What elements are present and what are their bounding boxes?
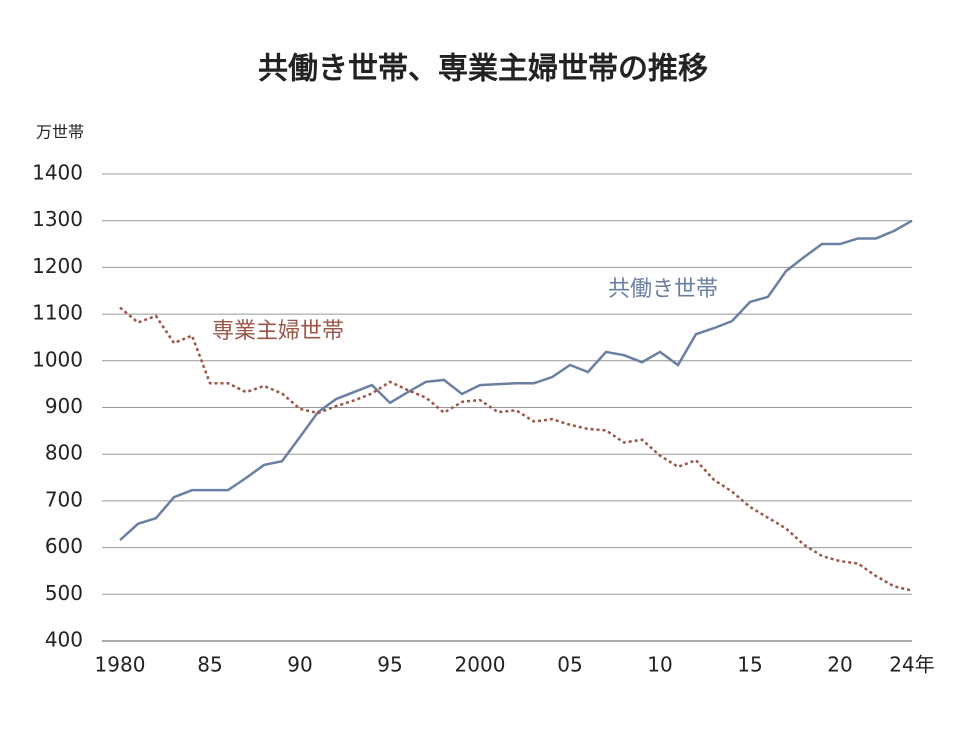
y-tick-label: 1300 xyxy=(32,207,83,231)
x-tick-label: 95 xyxy=(377,653,402,677)
y-tick-label: 1000 xyxy=(32,347,83,371)
y-tick-label: 1200 xyxy=(32,254,83,278)
y-tick-label: 1100 xyxy=(32,301,83,325)
x-tick-label: 85 xyxy=(197,653,222,677)
x-tick-label: 24年 xyxy=(889,653,934,677)
x-tick-label: 1980 xyxy=(95,653,146,677)
x-tick-label: 05 xyxy=(557,653,582,677)
y-tick-label: 900 xyxy=(45,394,83,418)
series-label: 専業主婦世帯 xyxy=(212,319,344,344)
chart-title: 共働き世帯、専業主婦世帯の推移 xyxy=(258,52,708,87)
series-label: 共働き世帯 xyxy=(608,277,718,302)
series-line xyxy=(119,306,913,592)
y-tick-label: 800 xyxy=(45,441,83,465)
y-tick-label: 500 xyxy=(45,581,83,605)
x-tick-label: 20 xyxy=(827,653,852,677)
series-line xyxy=(119,219,913,542)
y-tick-label: 1400 xyxy=(32,161,83,185)
x-tick-label: 15 xyxy=(737,653,762,677)
x-tick-label: 10 xyxy=(647,653,672,677)
y-tick-label: 400 xyxy=(45,628,83,652)
y-unit: 万世帯 xyxy=(36,123,84,142)
x-tick-label: 2000 xyxy=(455,653,506,677)
y-tick-label: 600 xyxy=(45,534,83,558)
x-tick-label: 90 xyxy=(287,653,312,677)
y-tick-label: 700 xyxy=(45,487,83,511)
